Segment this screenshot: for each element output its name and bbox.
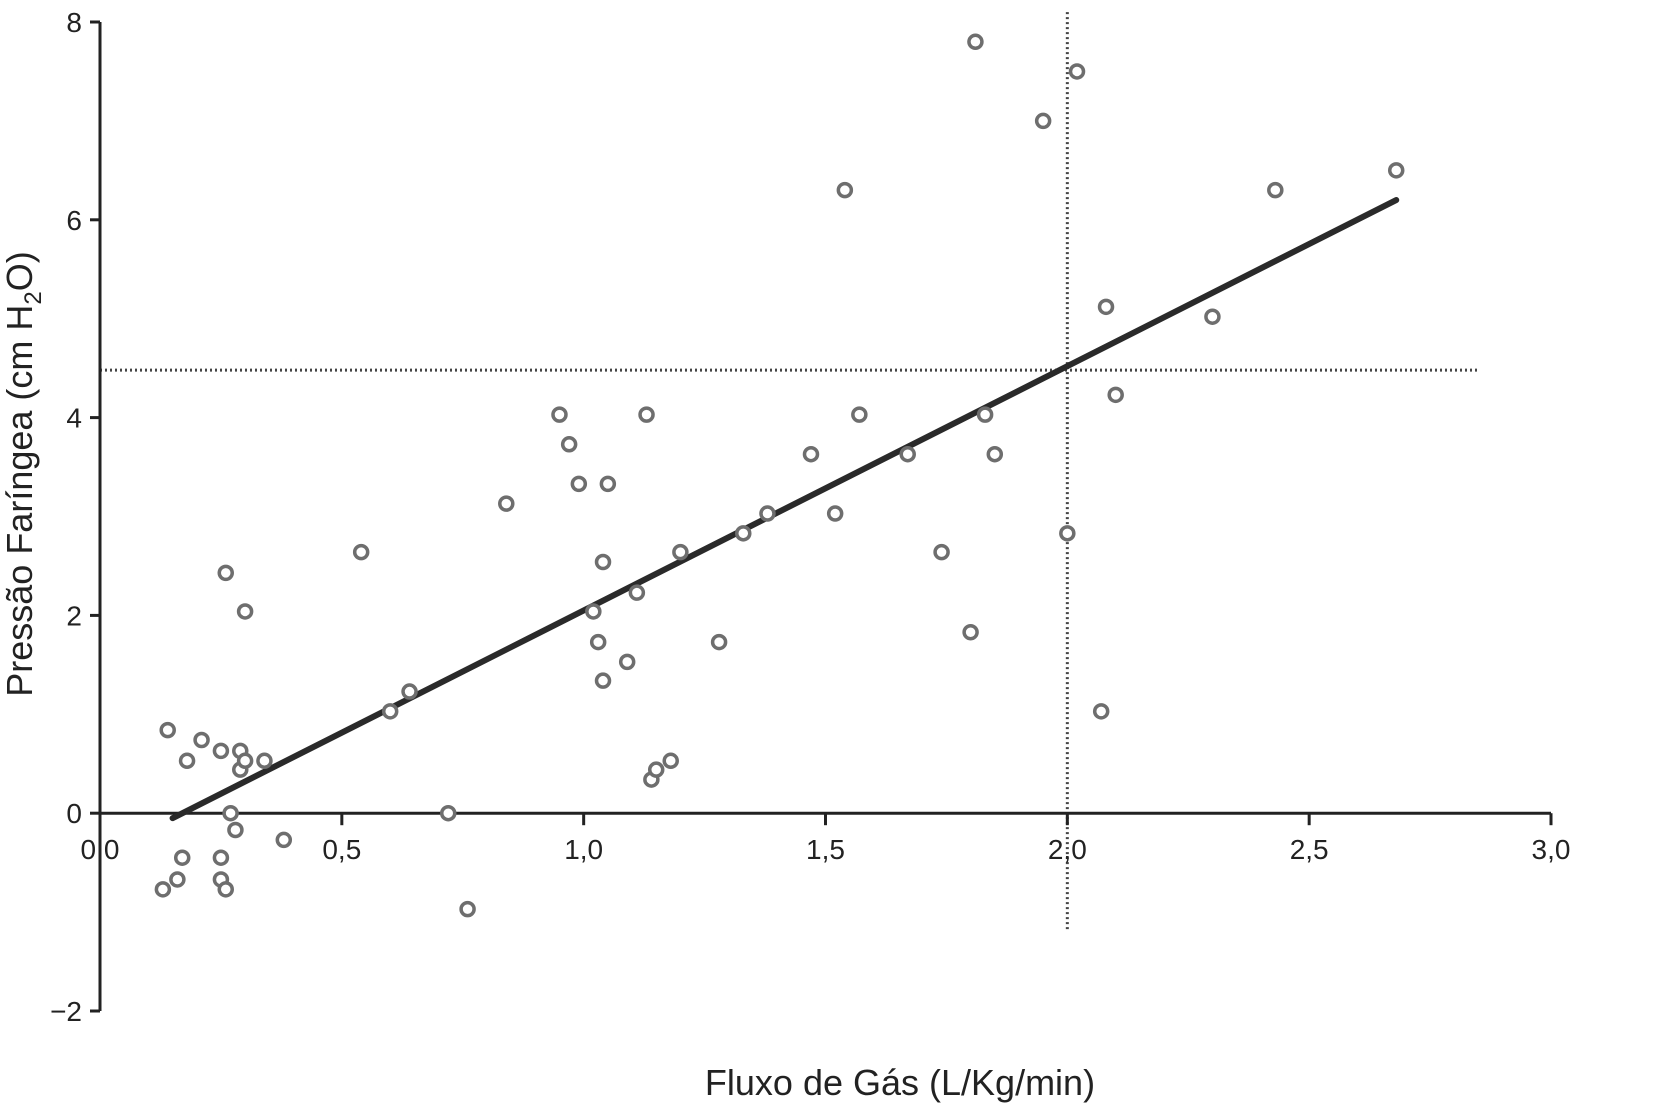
data-point (585, 603, 602, 620)
data-point (628, 584, 646, 601)
data-point (1068, 63, 1086, 80)
data-point (222, 804, 239, 822)
y-axis-title: Pressão Faríngea (cm H2O) (0, 251, 47, 697)
x-tick-label: 2,0 (1048, 834, 1087, 865)
data-point (381, 703, 399, 720)
x-tick-label: 2,5 (1290, 834, 1329, 865)
data-point (826, 505, 844, 522)
x-tick-label: 1,5 (806, 834, 845, 865)
data-point (256, 752, 273, 770)
y-axis-title-suffix: O) (0, 251, 40, 291)
y-tick-label: 8 (66, 7, 82, 38)
data-point (933, 543, 950, 561)
y-tick-label: 2 (66, 600, 82, 631)
data-point (647, 761, 665, 778)
data-point (594, 672, 612, 689)
data-point (1387, 162, 1405, 179)
data-point (227, 821, 244, 839)
data-point (1107, 386, 1124, 404)
data-point (401, 683, 418, 700)
data-point (212, 849, 230, 866)
data-point (599, 475, 617, 493)
data-point (169, 871, 186, 888)
data-point (560, 436, 578, 453)
data-point (173, 849, 191, 866)
data-point (439, 804, 457, 822)
data-point (352, 543, 370, 561)
data-point (962, 623, 979, 641)
regression-line-group (169, 197, 1400, 822)
data-point (217, 564, 235, 582)
regression-line (169, 197, 1400, 822)
y-tick-label: 4 (66, 403, 82, 434)
data-point (498, 495, 515, 512)
data-point (159, 721, 176, 739)
data-points (154, 33, 1405, 918)
data-point (193, 731, 210, 749)
data-point (570, 475, 588, 493)
data-point (1092, 703, 1110, 720)
data-point (899, 445, 916, 463)
data-point (967, 33, 984, 51)
data-point (618, 653, 636, 671)
y-axis-title-prefix: Pressão Faríngea (cm H (0, 305, 40, 697)
axes (90, 20, 1553, 1013)
data-point (217, 881, 235, 898)
data-point (1267, 181, 1284, 199)
data-point (212, 742, 230, 760)
data-point (1204, 308, 1221, 325)
y-tick-label: 6 (66, 205, 82, 236)
x-tick-label: 0,0 (81, 834, 120, 865)
data-point (1097, 298, 1115, 316)
data-point (594, 553, 612, 571)
x-tick-label: 1,0 (564, 834, 603, 865)
data-point (275, 831, 293, 849)
data-point (638, 406, 655, 423)
data-point (976, 406, 994, 423)
data-point (662, 752, 679, 770)
data-point (735, 525, 752, 542)
data-point (236, 603, 254, 620)
data-point (710, 633, 728, 651)
data-point (851, 406, 868, 423)
data-point (589, 633, 607, 651)
data-point (178, 752, 196, 770)
data-point (759, 505, 776, 522)
x-tick-label: 3,0 (1532, 834, 1571, 865)
y-tick-label: −2 (50, 996, 82, 1027)
data-point (802, 445, 820, 463)
data-point (459, 900, 476, 918)
data-point (551, 406, 568, 423)
x-tick-label: 0,5 (322, 834, 361, 865)
data-point (154, 881, 172, 898)
x-axis-title: Fluxo de Gás (L/Kg/min) (705, 1062, 1095, 1103)
data-point (986, 445, 1004, 463)
tick-labels: −2 0 2 4 6 8 0,0 0,5 1,0 1,5 2,0 2,5 3,0 (50, 7, 1570, 1027)
data-point (1034, 112, 1052, 130)
y-tick-label: 0 (66, 798, 82, 829)
y-axis-title-subscript: 2 (20, 291, 47, 304)
reference-lines (100, 12, 1479, 932)
data-point (1059, 525, 1076, 542)
data-point (236, 752, 254, 770)
data-point (836, 181, 854, 199)
data-point (672, 543, 689, 561)
